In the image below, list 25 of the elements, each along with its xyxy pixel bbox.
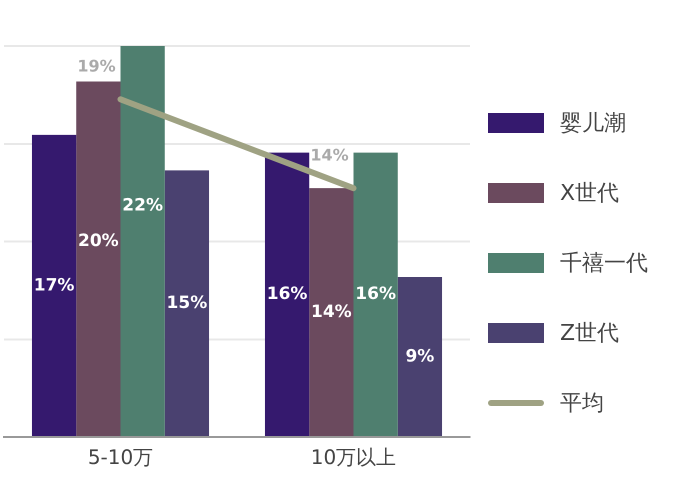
x-tick-label: 10万以上	[310, 445, 396, 470]
bar	[264, 152, 310, 436]
data-label: 16%	[266, 284, 308, 304]
legend-label: 婴儿潮	[560, 110, 626, 138]
bar	[32, 134, 76, 436]
bar	[354, 152, 398, 436]
data-label: 14%	[310, 145, 349, 164]
bar	[164, 170, 210, 436]
bar	[120, 46, 165, 436]
data-label: 20%	[78, 230, 119, 251]
x-tick-label: 5-10万	[88, 445, 154, 470]
legend-label: Z世代	[560, 320, 620, 348]
data-label: 17%	[34, 275, 74, 296]
data-label: 19%	[77, 56, 116, 76]
bar	[309, 188, 354, 436]
data-label: 22%	[122, 195, 163, 216]
data-label: 9%	[405, 346, 434, 366]
data-label: 15%	[166, 293, 208, 314]
legend-label: X世代	[560, 180, 620, 208]
bar	[76, 82, 120, 436]
bar	[398, 277, 442, 436]
legend-label: 千禧一代	[560, 250, 648, 278]
legend-label: 平均	[560, 390, 604, 418]
data-label: 14%	[311, 302, 352, 322]
data-label: 16%	[355, 284, 396, 304]
